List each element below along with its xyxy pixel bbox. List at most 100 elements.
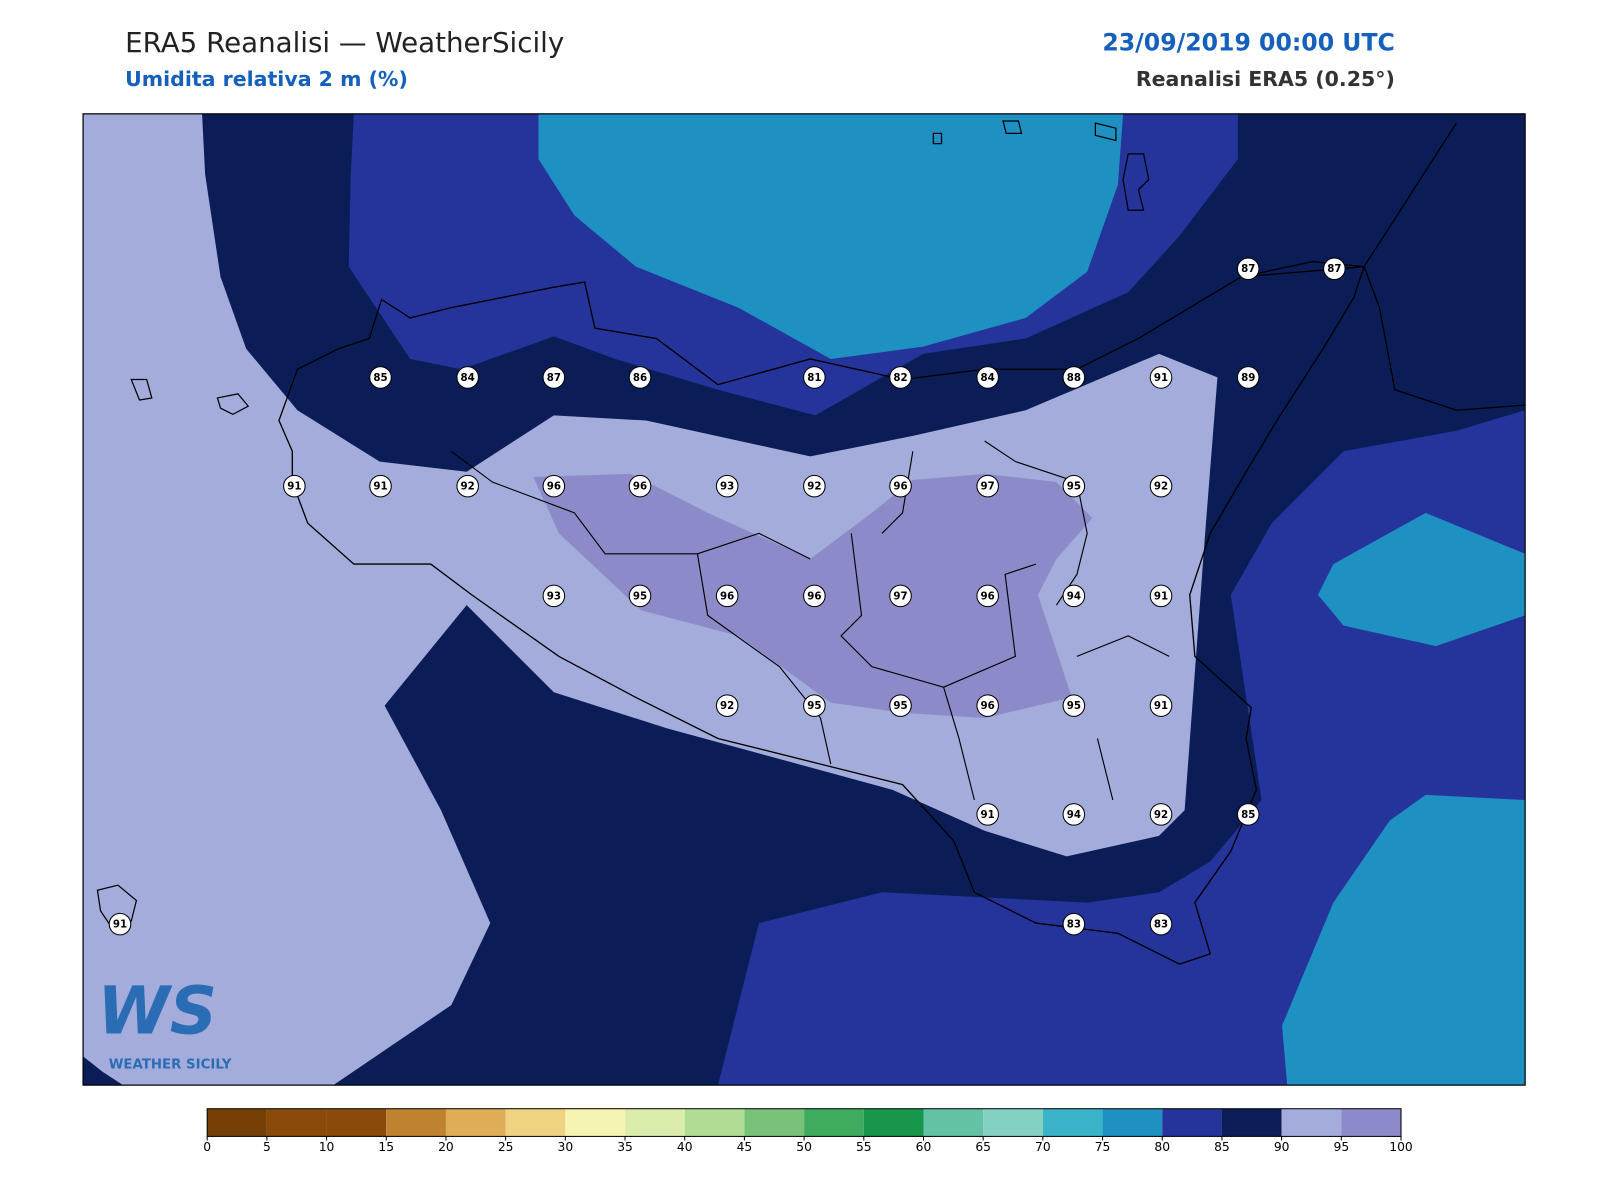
station-value: 91: [113, 919, 127, 931]
station-value: 91: [287, 481, 301, 493]
station-marker: [803, 694, 826, 717]
station-marker: [976, 366, 999, 389]
colorbar-segment: [625, 1108, 685, 1137]
colorbar-segment: [1341, 1108, 1402, 1137]
station-value: 88: [1067, 372, 1081, 384]
map-frame: [82, 113, 1526, 1086]
station-marker: [715, 584, 739, 608]
colorbar-tick-label: 15: [378, 1140, 394, 1154]
station-marker: [542, 474, 566, 498]
logo: WS WEATHER SICILY: [97, 973, 231, 1072]
colorbar-tick-label: 40: [677, 1140, 693, 1154]
colorbar-segment: [505, 1108, 566, 1137]
station-value: 96: [981, 590, 995, 602]
colorbar-tick-label: 100: [1389, 1140, 1412, 1154]
station-marker: [1236, 803, 1260, 826]
colorbar-tick-label: 5: [263, 1140, 271, 1154]
station-value: 83: [1154, 919, 1168, 931]
colorbar-segment: [1221, 1108, 1282, 1137]
station-marker: [1062, 912, 1086, 936]
station-marker: [715, 474, 739, 498]
station-value: 82: [893, 372, 907, 384]
colorbar-segment: [1042, 1108, 1103, 1137]
colorbar-tick-label: 80: [1154, 1140, 1170, 1154]
colorbar-tick-label: 60: [916, 1140, 932, 1154]
station-marker: [542, 584, 566, 608]
station-value: 89: [1241, 372, 1255, 384]
colorbar-tick-label: 20: [438, 1140, 454, 1154]
station-value: 97: [893, 590, 907, 602]
station-value: 84: [981, 372, 995, 384]
colorbar-tick-label: 85: [1214, 1140, 1230, 1154]
station-value: 81: [807, 372, 821, 384]
station-value: 93: [547, 590, 561, 602]
station-marker: [976, 803, 999, 826]
station-value: 87: [1327, 263, 1341, 275]
station-value: 96: [547, 481, 561, 493]
station-value: 96: [893, 481, 907, 493]
colorbar-segment: [445, 1108, 506, 1137]
colorbar-segment: [684, 1108, 745, 1137]
colorbar-segment: [804, 1108, 864, 1137]
colorbar-tick-label: 30: [558, 1140, 574, 1154]
station-value: 85: [1241, 809, 1255, 821]
colorbar-segment: [744, 1108, 805, 1137]
logo-mark: WS: [97, 973, 217, 1049]
title: ERA5 Reanalisi — WeatherSicily: [125, 26, 564, 59]
colorbar-segment: [386, 1108, 446, 1137]
station-marker: [889, 694, 912, 717]
colorbar-segment: [207, 1108, 267, 1137]
station-marker: [976, 694, 999, 717]
province-borders: [450, 440, 1170, 801]
colorbar-tick-label: 35: [617, 1140, 633, 1154]
colorbar-tick-label: 75: [1095, 1140, 1111, 1154]
station-value: 91: [981, 809, 995, 821]
station-value: 83: [1067, 919, 1081, 931]
station-marker: [1149, 803, 1173, 826]
station-marker: [456, 474, 479, 498]
station-value: 95: [1067, 700, 1081, 712]
station-marker: [976, 474, 999, 498]
colorbar-tick-label: 55: [856, 1140, 872, 1154]
station-value: 87: [547, 372, 561, 384]
station-value: 96: [633, 481, 647, 493]
station-value: 92: [1154, 481, 1168, 493]
station-marker: [1062, 366, 1086, 389]
station-marker: [628, 584, 652, 608]
station-value: 92: [720, 700, 734, 712]
station-marker: [889, 474, 912, 498]
station-marker: [976, 584, 999, 608]
station-marker: [1236, 366, 1260, 389]
islands: [96, 120, 1150, 927]
station-value: 94: [1067, 590, 1081, 602]
station-value: 86: [633, 372, 647, 384]
station-marker: [628, 474, 652, 498]
colorbar-segment: [1102, 1108, 1163, 1137]
field-75-80: [538, 113, 1124, 359]
colorbar-tick-label: 90: [1274, 1140, 1290, 1154]
station-value: 94: [1067, 809, 1081, 821]
station-marker: [803, 366, 826, 389]
station-marker: [889, 366, 912, 389]
subtitle: Umidita relativa 2 m (%): [125, 67, 408, 91]
colorbar-segment: [266, 1108, 327, 1137]
colorbar-tick-label: 0: [203, 1140, 211, 1154]
station-marker: [1236, 257, 1260, 280]
station-value: 97: [981, 481, 995, 493]
station-marker: [1149, 474, 1173, 498]
station-marker: [542, 366, 566, 389]
station-marker: [1062, 803, 1086, 826]
station-labels: 87 87 85 84 87 86 81 82 84 88 91 89 91 91 92 96 96 93 92 96…: [108, 257, 1346, 936]
colorbar-tick-label: 65: [975, 1140, 991, 1154]
colorbar: 0 5 10 15 20 25 30 35 40 45 50 55 60 65 70 75 80 85 90 95 10…: [203, 1108, 1413, 1154]
station-value: 96: [981, 700, 995, 712]
colorbar-segment: [1162, 1108, 1222, 1137]
colorbar-tick-label: 45: [737, 1140, 753, 1154]
station-marker: [889, 584, 912, 608]
colorbar-segment: [923, 1108, 984, 1137]
field-80-85: [717, 410, 1526, 1086]
station-value: 95: [807, 700, 821, 712]
colorbar-segment: [983, 1108, 1043, 1137]
